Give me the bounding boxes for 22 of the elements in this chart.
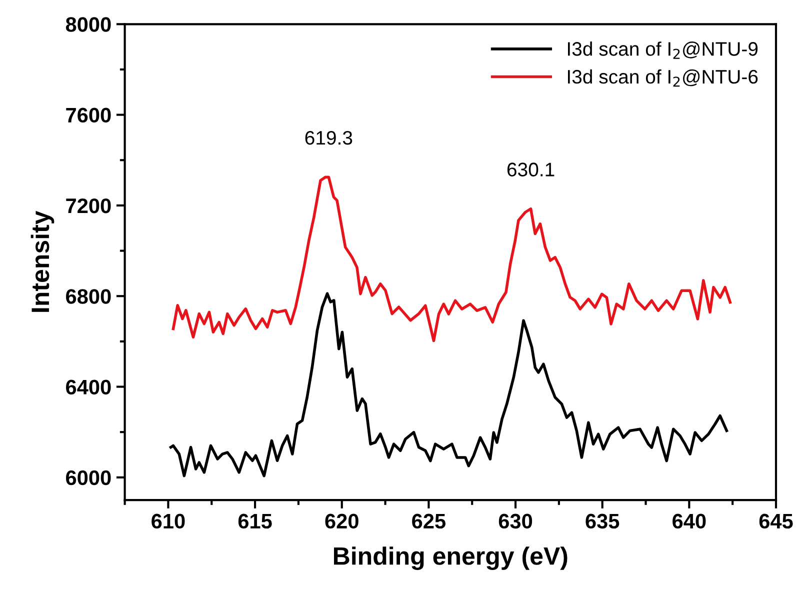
y-tick-label: 7200	[66, 198, 111, 214]
y-axis-title: Intensity	[30, 210, 54, 312]
y-tick-label: 6800	[66, 289, 111, 304]
x-tick-label: 635	[586, 514, 620, 529]
x-tick-label: 645	[759, 514, 793, 529]
legend-label: I3d scan of I$_{2}$@NTU-9	[568, 42, 758, 59]
y-tick-label: 7600	[66, 108, 111, 123]
x-tick-label: 620	[325, 514, 358, 529]
x-tick-label: 615	[238, 514, 272, 529]
x-tick-label: 630	[498, 514, 532, 529]
y-tick-label: 8000	[66, 17, 111, 32]
y-tick-label: 6400	[66, 380, 111, 395]
y-tick-label: 6000	[66, 470, 111, 486]
annotation: 630.1	[507, 162, 554, 176]
x-tick-label: 625	[412, 514, 446, 529]
line-series	[172, 176, 732, 342]
annotation: 619.3	[305, 130, 352, 145]
x-tick-label: 610	[152, 514, 185, 529]
legend-label: I3d scan of I$_{2}$@NTU-6	[568, 69, 758, 87]
line-series	[169, 292, 728, 478]
x-tick-label: 640	[672, 514, 706, 529]
x-axis-title: Binding energy (eV)	[334, 546, 568, 570]
